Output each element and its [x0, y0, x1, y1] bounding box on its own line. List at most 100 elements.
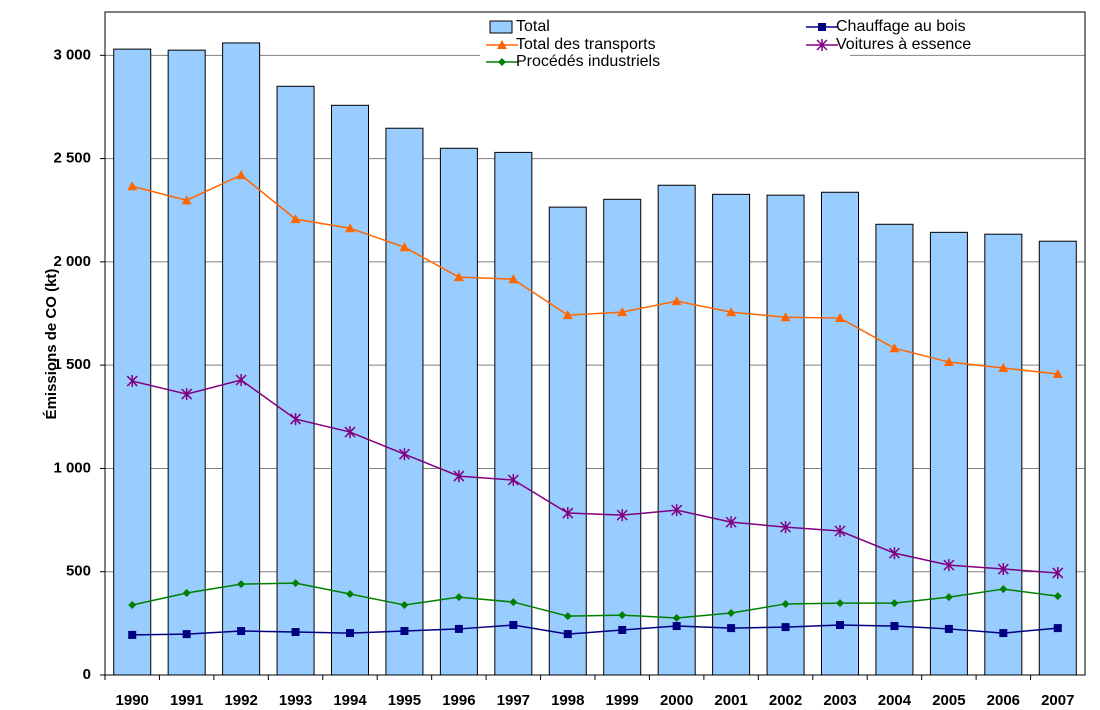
x-tick-label: 2003	[823, 692, 856, 709]
marker	[1052, 369, 1063, 379]
bar	[712, 193, 751, 676]
line	[132, 624, 1058, 636]
y-tick-label: 0	[83, 666, 91, 683]
marker	[400, 627, 409, 636]
bar	[766, 194, 805, 676]
marker	[671, 504, 683, 517]
marker	[454, 593, 463, 602]
marker	[618, 625, 627, 634]
legend-label: Chauffage au bois	[836, 18, 966, 35]
marker	[999, 629, 1008, 638]
legend-box	[480, 17, 850, 73]
marker	[943, 559, 955, 572]
y-tick-label: 2 500	[53, 150, 91, 167]
marker	[616, 509, 628, 522]
x-tick-label: 2000	[660, 692, 693, 709]
y-tick-label: 3 000	[53, 46, 91, 63]
marker	[128, 600, 137, 609]
x-tick-label: 1990	[116, 692, 149, 709]
marker	[398, 448, 410, 461]
marker	[835, 313, 845, 323]
marker	[889, 343, 900, 353]
marker	[890, 599, 899, 608]
y-tick-label: 1 500	[53, 356, 91, 373]
x-tick-label: 1996	[442, 692, 475, 709]
marker	[617, 307, 628, 317]
bar	[222, 42, 261, 676]
bar	[439, 147, 478, 676]
marker	[453, 470, 465, 483]
x-tick-label: 1995	[388, 692, 421, 709]
y-axis-label: Émissions de CO (kt)	[43, 269, 60, 420]
line	[132, 174, 1058, 375]
legend: Total Chauffage au bois Total des transpor…	[480, 17, 971, 73]
x-tick-label: 1997	[497, 692, 530, 709]
marker	[836, 621, 844, 630]
bar	[167, 49, 206, 676]
marker	[1053, 592, 1062, 601]
line	[132, 379, 1058, 574]
marker	[1052, 566, 1064, 579]
marker	[237, 580, 246, 589]
marker	[344, 426, 356, 439]
marker	[727, 624, 736, 633]
bar	[385, 127, 424, 676]
marker	[998, 363, 1009, 373]
legend-marker	[816, 39, 828, 51]
bar	[276, 85, 315, 676]
marker	[671, 296, 682, 306]
legend-swatch	[489, 20, 513, 34]
marker	[997, 563, 1009, 576]
legend-label: Voitures à essence	[836, 36, 971, 53]
x-tick-label: 1998	[551, 692, 584, 709]
bar	[657, 184, 696, 676]
bar	[984, 233, 1023, 676]
marker	[563, 612, 572, 621]
x-tick-label: 1994	[333, 692, 367, 709]
marker	[562, 310, 573, 320]
legend-label: Total	[516, 18, 550, 35]
marker	[509, 598, 518, 607]
marker	[291, 628, 300, 637]
marker	[618, 611, 627, 620]
marker	[346, 590, 354, 599]
x-tick-label: 2007	[1041, 692, 1074, 709]
marker	[836, 599, 844, 608]
marker	[453, 272, 464, 282]
marker	[182, 630, 191, 639]
marker	[890, 622, 899, 631]
marker	[346, 629, 354, 638]
marker	[781, 599, 790, 608]
marker	[943, 357, 954, 367]
bar	[603, 198, 642, 676]
marker	[290, 413, 302, 426]
marker	[400, 600, 409, 609]
marker	[235, 374, 247, 387]
y-tick-label: 2 000	[53, 253, 91, 270]
bar	[1038, 240, 1077, 676]
marker	[726, 307, 737, 317]
marker	[944, 624, 953, 633]
marker	[999, 585, 1008, 594]
y-tick-label: 1 000	[53, 459, 91, 476]
marker	[672, 622, 681, 631]
bar	[929, 231, 968, 676]
marker	[454, 624, 463, 633]
legend-marker	[497, 40, 507, 49]
x-tick-label: 1991	[170, 692, 203, 709]
marker	[834, 525, 846, 538]
marker	[507, 474, 519, 487]
x-tick-label: 2005	[932, 692, 965, 709]
x-tick-label: 2004	[878, 692, 912, 709]
marker	[563, 630, 572, 639]
x-tick-label: 1993	[279, 692, 312, 709]
x-tick-label: 2002	[769, 692, 802, 709]
marker	[781, 623, 790, 632]
marker	[727, 609, 736, 618]
marker	[126, 375, 138, 388]
bar	[875, 223, 914, 676]
marker	[944, 593, 953, 602]
bar	[820, 191, 860, 676]
marker	[509, 621, 518, 630]
